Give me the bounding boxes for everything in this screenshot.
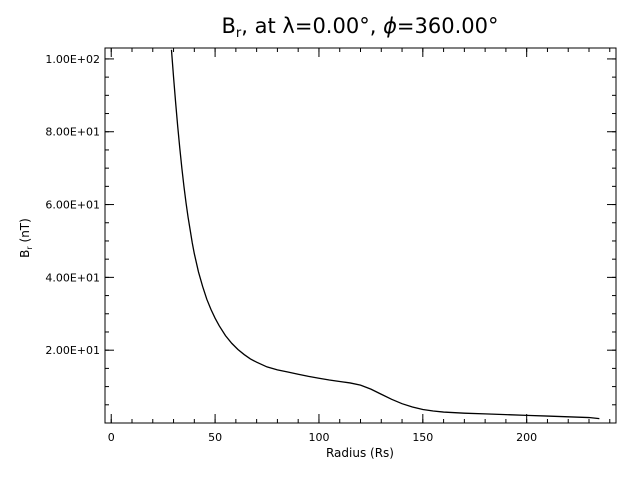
- y-axis-label: Br (nT): [18, 218, 34, 258]
- ylabel-r-subscript: r: [25, 246, 34, 250]
- title-lambda-symbol: λ: [282, 14, 294, 38]
- title-phi-value: =360.00°: [397, 14, 499, 38]
- x-tick-label: 0: [108, 431, 115, 444]
- y-tick-label: 4.00E+01: [45, 271, 100, 284]
- x-tick-label: 100: [308, 431, 329, 444]
- series-line: [170, 49, 600, 420]
- tick-labels: 0 50 100 150 200 2.00E+01 4.00E+01 6.00E+01 8.00…: [45, 53, 537, 444]
- y-tick-label: 2.00E+01: [45, 344, 100, 357]
- title-b: B: [221, 14, 235, 38]
- axis-ticks: [105, 48, 616, 424]
- x-axis-label: Radius (Rs): [326, 446, 394, 460]
- y-tick-label: 8.00E+01: [45, 126, 100, 139]
- x-tick-label: 150: [412, 431, 433, 444]
- y-tick-label: 1.00E+02: [45, 53, 100, 66]
- chart-title: Br, at λ=0.00°, ϕ=360.00°: [221, 14, 498, 41]
- x-tick-label: 200: [516, 431, 537, 444]
- ylabel-unit: (nT): [18, 218, 32, 246]
- title-lambda-value: =0.00°,: [295, 14, 383, 38]
- title-r-subscript: r: [236, 26, 242, 41]
- title-pre-lambda: , at: [241, 14, 282, 38]
- y-tick-label: 6.00E+01: [45, 199, 100, 212]
- ylabel-b: B: [18, 250, 32, 258]
- title-phi-symbol: ϕ: [383, 14, 397, 38]
- x-tick-label: 50: [208, 431, 222, 444]
